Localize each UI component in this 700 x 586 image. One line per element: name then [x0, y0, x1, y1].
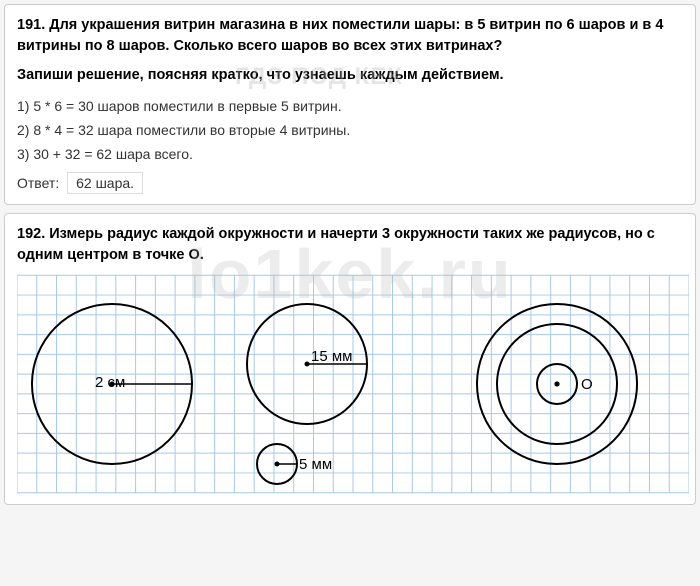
answer-value: 62 шара. [67, 172, 143, 194]
circle-label-0: 2 см [95, 374, 125, 391]
circle-label-1: 15 мм [311, 348, 352, 365]
problem-192-title: 192. Измерь радиус каждой окружности и н… [17, 224, 683, 266]
answer-label: Ответ: [17, 175, 59, 191]
step-2: 2) 8 * 4 = 32 шара поместили во вторые 4… [17, 122, 683, 138]
step-3: 3) 30 + 32 = 62 шара всего. [17, 146, 683, 162]
problem-191-title: 191. Для украшения витрин магазина в них… [17, 15, 683, 57]
step-1: 1) 5 * 6 = 30 шаров поместили в первые 5… [17, 98, 683, 114]
circle-label-5: О [581, 376, 593, 393]
problem-192-card: 192. Измерь радиус каждой окружности и н… [4, 213, 696, 505]
grid-area: ГДЗ ПОД КЕК 2 см15 мм5 ммО [17, 274, 689, 494]
problem-191-instruction: Запиши решение, поясняя кратко, что узна… [17, 65, 683, 86]
center-dot-5 [555, 382, 560, 387]
problem-191-card: ГДЗ ПОД КЕК 191. Для украшения витрин ма… [4, 4, 696, 205]
circle-label-2: 5 мм [299, 456, 332, 473]
answer-row: Ответ: 62 шара. [17, 172, 683, 194]
